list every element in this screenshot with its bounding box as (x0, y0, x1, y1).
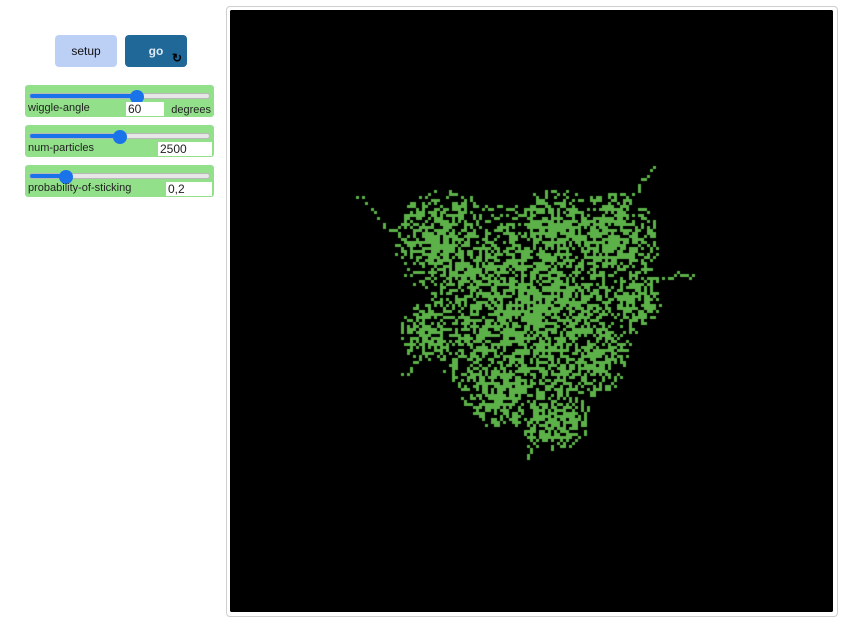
slider-fill (30, 174, 66, 178)
wiggle-angle-value[interactable]: 60 (126, 102, 164, 116)
slider-track[interactable] (29, 90, 210, 104)
go-button-label: go (148, 44, 164, 58)
world-view[interactable] (230, 10, 833, 612)
probability-of-sticking-slider[interactable]: probability-of-sticking 0,2 (25, 165, 214, 197)
num-particles-value[interactable]: 2500 (158, 142, 212, 156)
slider-fill (30, 94, 138, 98)
slider-fill (30, 134, 120, 138)
go-button[interactable]: go ↻ (125, 35, 187, 67)
wiggle-angle-label: wiggle-angle (28, 102, 90, 114)
setup-button[interactable]: setup (55, 35, 117, 67)
slider-track[interactable] (29, 130, 210, 144)
slider-thumb[interactable] (112, 130, 127, 144)
wiggle-angle-units: degrees (171, 104, 211, 116)
num-particles-slider[interactable]: num-particles 2500 (25, 125, 214, 157)
slider-thumb[interactable] (58, 170, 73, 184)
slider-track[interactable] (29, 170, 210, 184)
probability-of-sticking-label: probability-of-sticking (28, 182, 132, 194)
forever-loop-icon: ↻ (171, 51, 183, 65)
num-particles-label: num-particles (28, 142, 95, 154)
slider-thumb[interactable] (130, 90, 145, 104)
wiggle-angle-slider[interactable]: wiggle-angle 60 degrees (25, 85, 214, 117)
probability-of-sticking-value[interactable]: 0,2 (166, 182, 212, 196)
